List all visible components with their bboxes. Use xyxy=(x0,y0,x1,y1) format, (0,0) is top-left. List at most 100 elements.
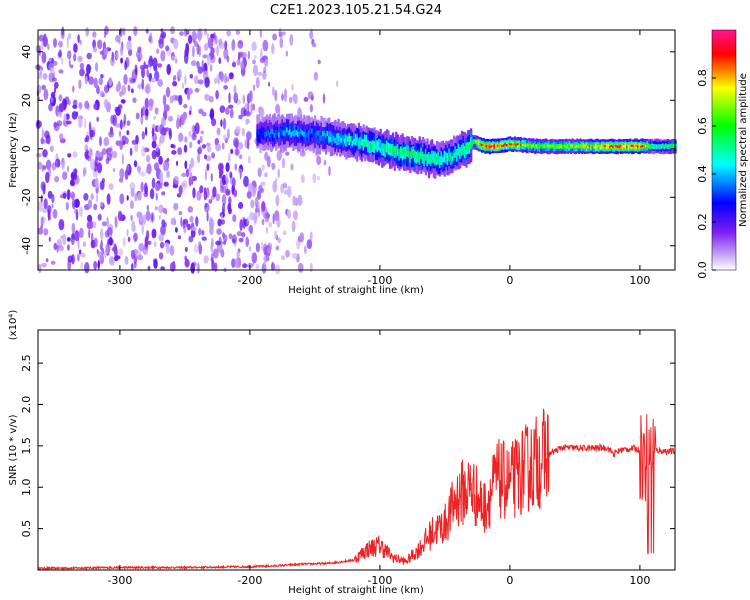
heatmap-noise-cell xyxy=(124,169,129,181)
heatmap-noise-cell xyxy=(194,87,200,93)
heatmap-ridge-cell xyxy=(668,145,671,148)
heatmap-noise-cell xyxy=(96,116,99,122)
heatmap-ridge-cell xyxy=(315,131,318,137)
snr-plot-area xyxy=(38,330,675,570)
heatmap-noise-cell xyxy=(122,27,126,36)
heatmap-noise-cell xyxy=(316,156,322,165)
heatmap-noise-cell xyxy=(285,249,290,258)
heatmap-noise-cell xyxy=(155,144,160,152)
heatmap-noise-cell xyxy=(264,254,267,266)
heatmap-noise-cell xyxy=(178,185,183,195)
heatmap-noise-cell xyxy=(287,185,292,198)
heatmap-noise-cell xyxy=(234,148,240,156)
heatmap-noise-cell xyxy=(312,42,317,48)
heatmap-noise-cell xyxy=(152,57,158,69)
heatmap-noise-cell xyxy=(84,137,88,143)
heatmap-noise-cell xyxy=(281,255,286,261)
heatmap-noise-cell xyxy=(197,262,200,274)
heatmap-noise-cell xyxy=(260,48,263,60)
heatmap-noise-cell xyxy=(107,147,112,153)
heatmap-y-axis-label: Frequency (Hz) xyxy=(8,112,19,188)
heatmap-noise-cell xyxy=(220,219,226,225)
heatmap-noise-cell xyxy=(72,104,78,109)
heatmap-noise-cell xyxy=(192,45,195,58)
heatmap-ridge-cell xyxy=(428,154,431,160)
heatmap-ridge-cell xyxy=(364,134,367,147)
heatmap-noise-cell xyxy=(206,163,210,171)
heatmap-noise-cell xyxy=(135,112,140,120)
heatmap-noise-cell xyxy=(172,183,179,189)
heatmap-ridge-cell xyxy=(551,145,554,148)
heatmap-noise-cell xyxy=(197,139,201,145)
heatmap-noise-cell xyxy=(63,114,67,122)
heatmap-ridge-cell xyxy=(624,145,627,148)
heatmap-noise-cell xyxy=(188,110,192,116)
heatmap-noise-cell xyxy=(204,168,207,181)
heatmap-noise-cell xyxy=(211,237,214,248)
heatmap-noise-cell xyxy=(241,232,246,238)
heatmap-noise-cell xyxy=(188,163,192,172)
heatmap-ridge-cell xyxy=(331,134,334,140)
heatmap-noise-cell xyxy=(93,203,98,211)
x-tick-label: -300 xyxy=(107,274,132,287)
heatmap-ridge-cell xyxy=(407,152,410,158)
heatmap-noise-cell xyxy=(190,60,197,67)
heatmap-noise-cell xyxy=(190,262,195,274)
heatmap-ridge-cell xyxy=(398,149,401,155)
heatmap-ridge-cell xyxy=(336,134,339,140)
heatmap-noise-cell xyxy=(231,258,236,269)
heatmap-noise-cell xyxy=(252,103,256,111)
heatmap-ridge-cell xyxy=(390,150,393,156)
heatmap-ridge-cell xyxy=(384,145,387,158)
heatmap-noise-cell xyxy=(214,262,218,273)
heatmap-noise-cell xyxy=(250,199,255,209)
heatmap-noise-cell xyxy=(160,50,166,62)
heatmap-noise-cell xyxy=(261,164,265,172)
heatmap-ridge-cell xyxy=(292,130,295,136)
heatmap-noise-cell xyxy=(169,245,175,256)
heatmap-noise-cell xyxy=(291,220,296,233)
heatmap-noise-cell xyxy=(218,174,223,179)
heatmap-ridge-cell xyxy=(329,130,332,143)
heatmap-noise-cell xyxy=(208,199,213,204)
heatmap-ridge-cell xyxy=(501,144,504,148)
heatmap-ridge-cell xyxy=(440,159,443,165)
heatmap-noise-cell xyxy=(281,93,284,101)
heatmap-noise-cell xyxy=(53,38,57,48)
heatmap-ridge-cell xyxy=(633,145,637,148)
heatmap-noise-cell xyxy=(82,167,86,177)
heatmap-noise-cell xyxy=(297,262,304,273)
heatmap-noise-cell xyxy=(151,149,157,160)
heatmap-noise-cell xyxy=(45,134,51,145)
heatmap-noise-cell xyxy=(122,237,126,247)
heatmap-noise-cell xyxy=(272,86,275,96)
heatmap-noise-cell xyxy=(48,236,51,242)
heatmap-noise-cell xyxy=(227,203,232,212)
heatmap-noise-cell xyxy=(200,130,204,135)
heatmap-noise-cell xyxy=(172,144,176,149)
heatmap-ridge-cell xyxy=(258,130,261,143)
heatmap-ridge-cell xyxy=(290,124,293,137)
heatmap-noise-cell xyxy=(137,53,141,60)
heatmap-ridge-cell xyxy=(563,144,566,148)
heatmap-noise-cell xyxy=(47,43,50,51)
heatmap-ridge-cell xyxy=(573,145,576,148)
heatmap-noise-cell xyxy=(241,128,245,137)
heatmap-noise-cell xyxy=(281,157,286,169)
heatmap-noise-cell xyxy=(223,133,227,141)
heatmap-noise-cell xyxy=(183,104,188,109)
heatmap-ridge-cell xyxy=(495,145,498,148)
heatmap-ridge-cell xyxy=(476,142,479,145)
heatmap-noise-cell xyxy=(237,40,244,49)
heatmap-ridge-cell xyxy=(286,127,289,133)
heatmap-ridge-cell xyxy=(521,143,524,147)
heatmap-ridge-cell xyxy=(318,130,321,136)
heatmap-noise-cell xyxy=(297,194,303,206)
heatmap-noise-cell xyxy=(140,171,146,177)
heatmap-noise-cell xyxy=(70,191,76,200)
heatmap-noise-cell xyxy=(126,195,129,201)
heatmap-ridge-cell xyxy=(502,144,506,147)
heatmap-noise-cell xyxy=(146,204,149,211)
heatmap-ridge-cell xyxy=(284,131,287,137)
heatmap-noise-cell xyxy=(162,207,167,214)
